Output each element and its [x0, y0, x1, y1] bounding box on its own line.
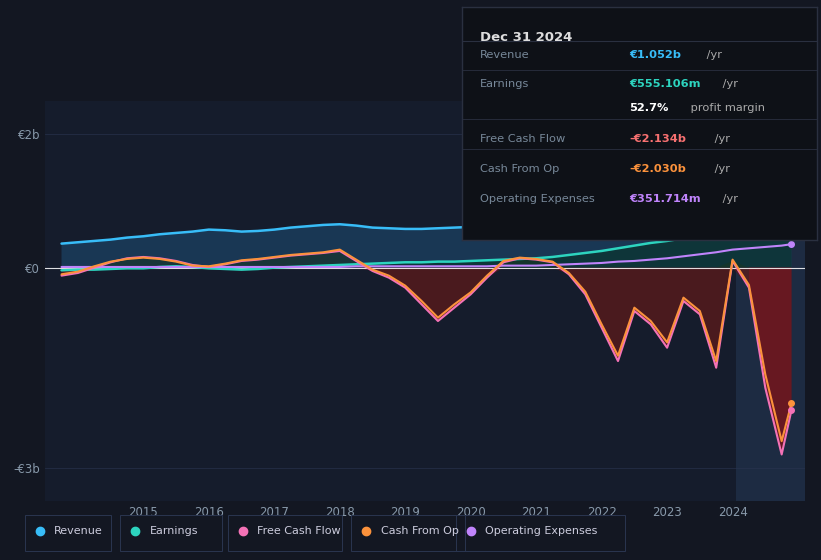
Text: Cash From Op: Cash From Op [381, 526, 458, 535]
Text: Revenue: Revenue [54, 526, 103, 535]
Text: /yr: /yr [711, 164, 730, 174]
Text: /yr: /yr [718, 80, 737, 90]
Text: 52.7%: 52.7% [629, 102, 668, 113]
Text: -€2.134b: -€2.134b [629, 134, 686, 144]
Text: Operating Expenses: Operating Expenses [480, 194, 594, 204]
Bar [736, 101, 805, 501]
Text: Revenue: Revenue [480, 50, 530, 60]
Text: profit margin: profit margin [687, 102, 765, 113]
Text: Cash From Op: Cash From Op [480, 164, 559, 174]
Text: €555.106m: €555.106m [629, 80, 700, 90]
Text: Earnings: Earnings [149, 526, 198, 535]
Text: Dec 31 2024: Dec 31 2024 [480, 31, 572, 44]
Text: /yr: /yr [703, 50, 722, 60]
Text: /yr: /yr [718, 194, 737, 204]
Text: Free Cash Flow: Free Cash Flow [480, 134, 565, 144]
Text: €351.714m: €351.714m [629, 194, 700, 204]
Text: €1.052b: €1.052b [629, 50, 681, 60]
Text: -€2.030b: -€2.030b [629, 164, 686, 174]
Text: /yr: /yr [711, 134, 730, 144]
Text: Free Cash Flow: Free Cash Flow [258, 526, 341, 535]
Text: Operating Expenses: Operating Expenses [485, 526, 598, 535]
Text: Earnings: Earnings [480, 80, 530, 90]
